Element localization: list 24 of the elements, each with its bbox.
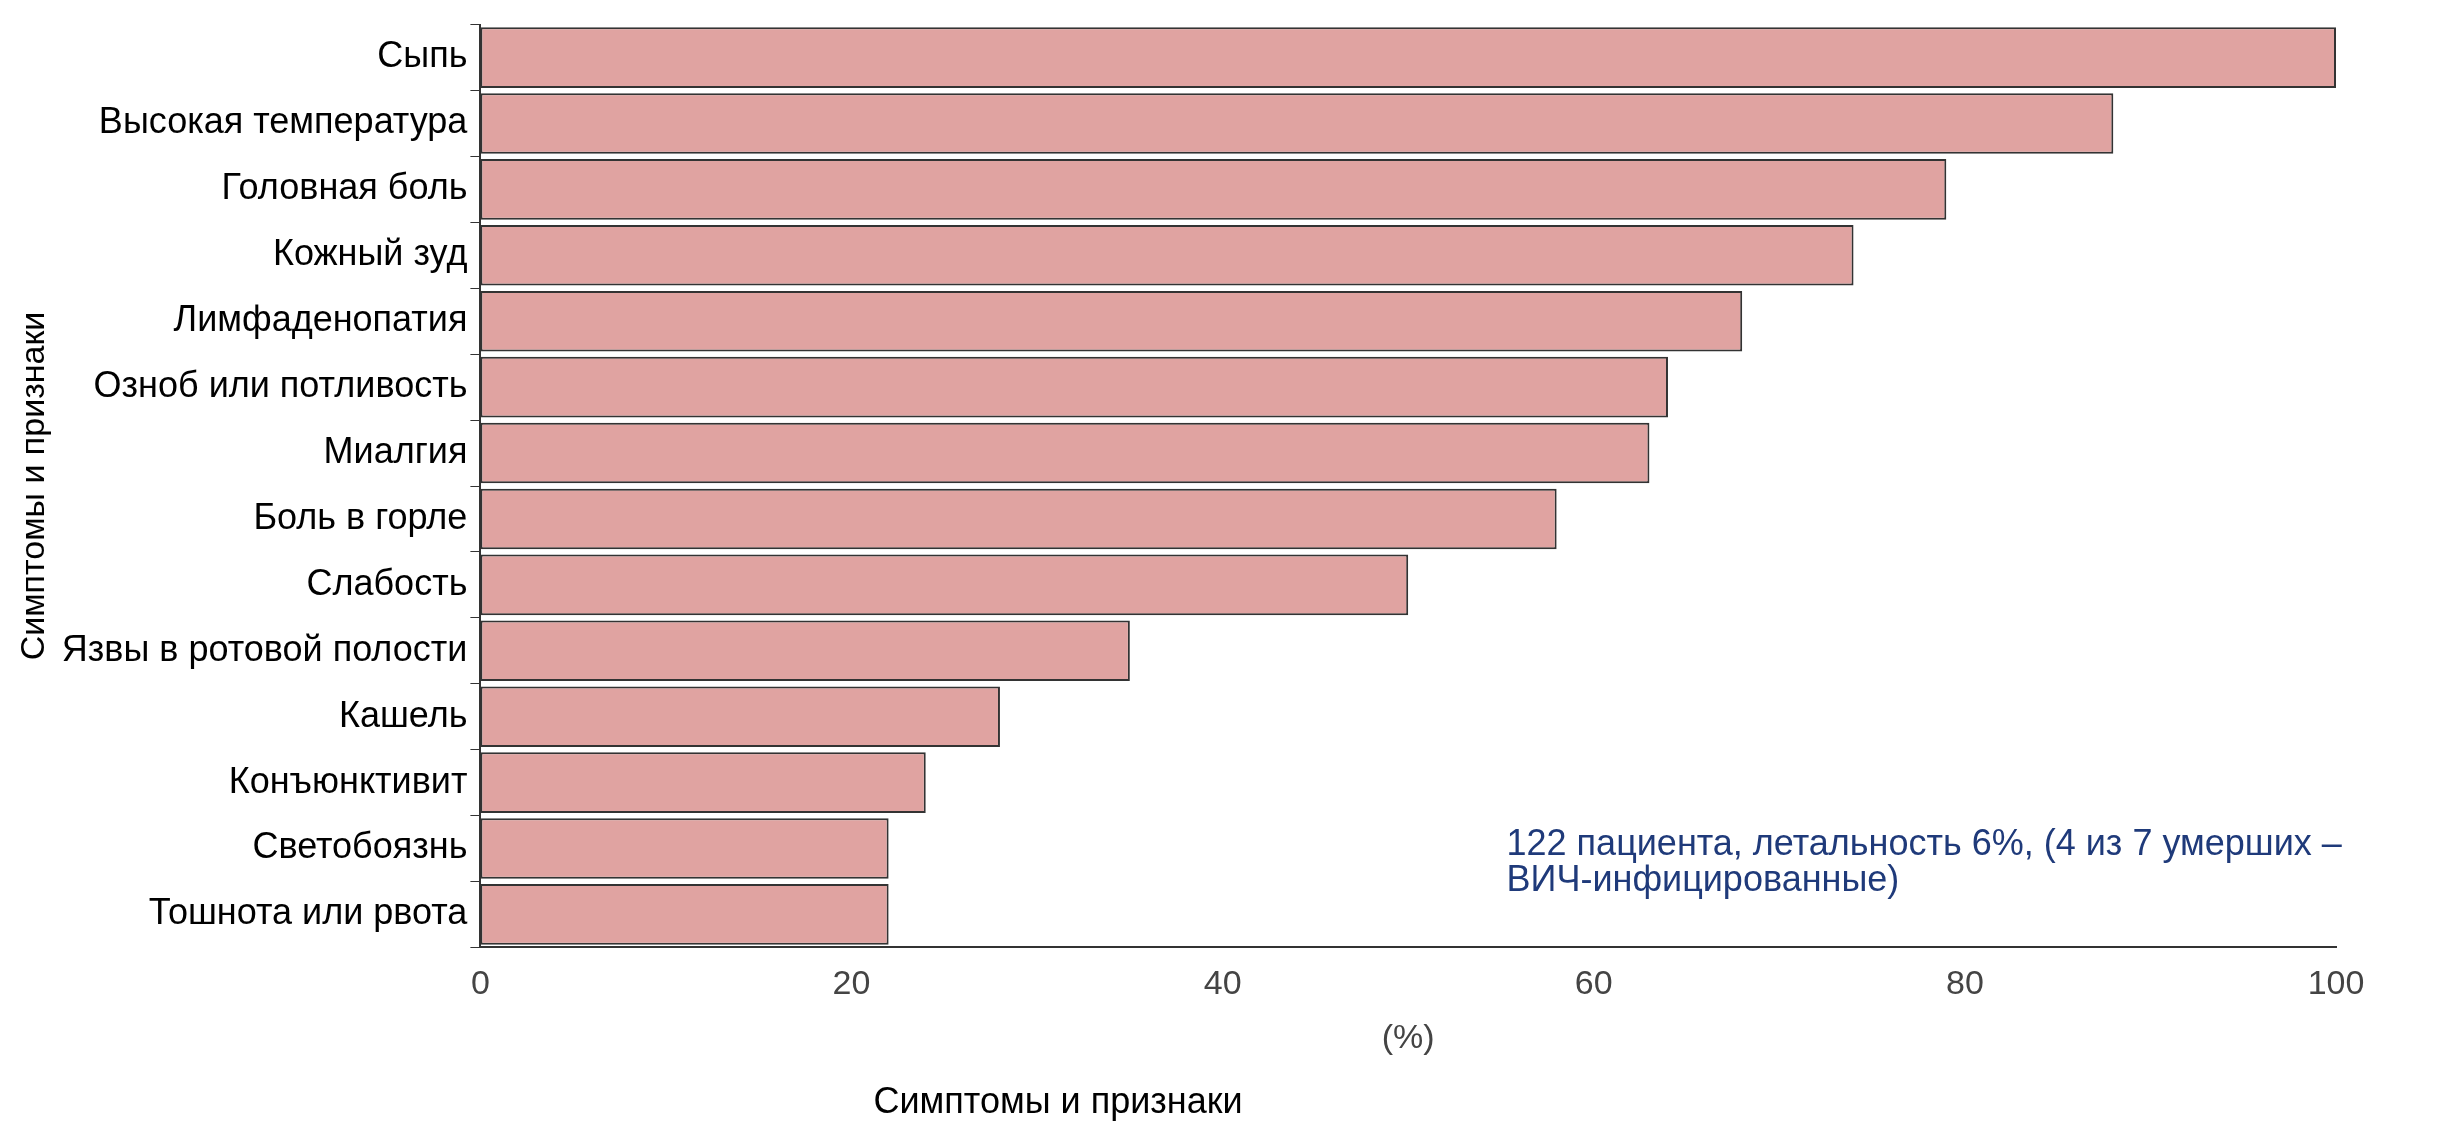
y-tick-label: Светобоязнь <box>252 825 468 867</box>
x-tick-label: 20 <box>832 963 871 1002</box>
y-tick-label: Лимфаденопатия <box>173 298 468 340</box>
x-tick-label: 40 <box>1203 963 1242 1002</box>
x-tick-label: 80 <box>1945 963 1984 1002</box>
y-tick-label: Боль в горле <box>253 495 468 537</box>
x-tick-label: 100 <box>2307 963 2365 1002</box>
y-tick-label: Миалгия <box>323 429 468 471</box>
y-tick-label: Тошнота или рвота <box>148 891 469 933</box>
y-axis-title: Симптомы и признаки <box>12 311 51 661</box>
y-tick-label: Слабость <box>306 561 468 603</box>
x-tick-label: 0 <box>470 963 490 1002</box>
y-tick-label: Озноб или потливость <box>93 364 468 406</box>
y-tick-label: Язвы в ротовой полости <box>61 627 468 669</box>
y-tick-label: Сыпь <box>377 34 468 76</box>
annotation: 122 пациента, летальность 6%, (4 из 7 умерших – ВИЧ-инфицированные) <box>1506 822 2342 900</box>
x-axis-title: (%) <box>1381 1016 1435 1055</box>
x-tick-label: 60 <box>1574 963 1613 1002</box>
y-tick-label: Кожный зуд <box>272 232 468 274</box>
y-tick-label: Кашель <box>338 693 468 735</box>
y-tick-label: Головная боль <box>221 166 468 208</box>
y-tick-label: Конъюнктивит <box>228 759 468 801</box>
y-tick-label: Высокая температура <box>98 100 469 142</box>
text: Симптомы и признаки <box>872 1080 1244 1122</box>
